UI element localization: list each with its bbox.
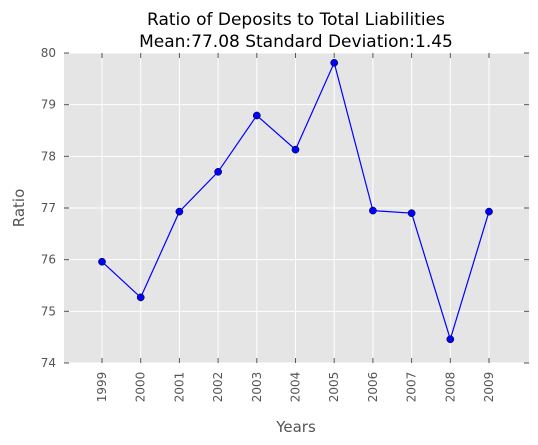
y-tick-label: 79 [41, 98, 56, 112]
x-tick-label: 2004 [289, 372, 303, 403]
chart-title-line-1: Ratio of Deposits to Total Liabilities [147, 10, 445, 30]
x-tick-labels: 1999 2000 2001 2002 2003 2004 2005 2006 2007 2008… [95, 372, 496, 403]
y-tick-label: 76 [41, 253, 56, 267]
data-point-2001 [175, 207, 184, 216]
data-point-2002 [214, 167, 222, 176]
x-tick-label: 2005 [327, 372, 341, 403]
chart-title-line-2: Mean:77.08 Standard Deviation:1.45 [139, 32, 453, 52]
y-tick-label: 78 [41, 149, 56, 163]
y-axis-label: Ratio [10, 189, 28, 228]
y-tick-label: 80 [41, 46, 56, 60]
x-tick-label: 2002 [211, 372, 225, 403]
x-tick-label: 1999 [95, 372, 109, 403]
x-tick-label: 2001 [172, 372, 186, 403]
data-point-2007 [407, 209, 416, 218]
y-tick-label: 74 [41, 356, 56, 370]
data-point-2003 [252, 111, 261, 120]
data-point-1999 [98, 257, 106, 266]
y-tick-labels: 74 75 76 77 78 79 80 [41, 46, 56, 370]
data-point-2008 [446, 335, 455, 344]
x-tick-label: 2006 [366, 372, 380, 403]
x-axis-label: Years [275, 418, 316, 436]
x-tick-label: 2008 [443, 372, 457, 403]
x-tick-label: 2003 [250, 372, 264, 403]
data-point-2006 [369, 206, 377, 215]
x-tick-label: 2009 [482, 372, 496, 403]
data-point-2009 [485, 207, 493, 216]
y-tick-label: 75 [41, 304, 56, 318]
axis-ticks [64, 52, 529, 364]
y-tick-label: 77 [41, 201, 56, 215]
data-point-2000 [136, 293, 145, 302]
data-point-2004 [291, 145, 300, 154]
x-tick-label: 2007 [405, 372, 419, 403]
x-tick-label: 2000 [134, 372, 148, 403]
data-points [98, 58, 493, 344]
data-point-2005 [330, 58, 339, 67]
